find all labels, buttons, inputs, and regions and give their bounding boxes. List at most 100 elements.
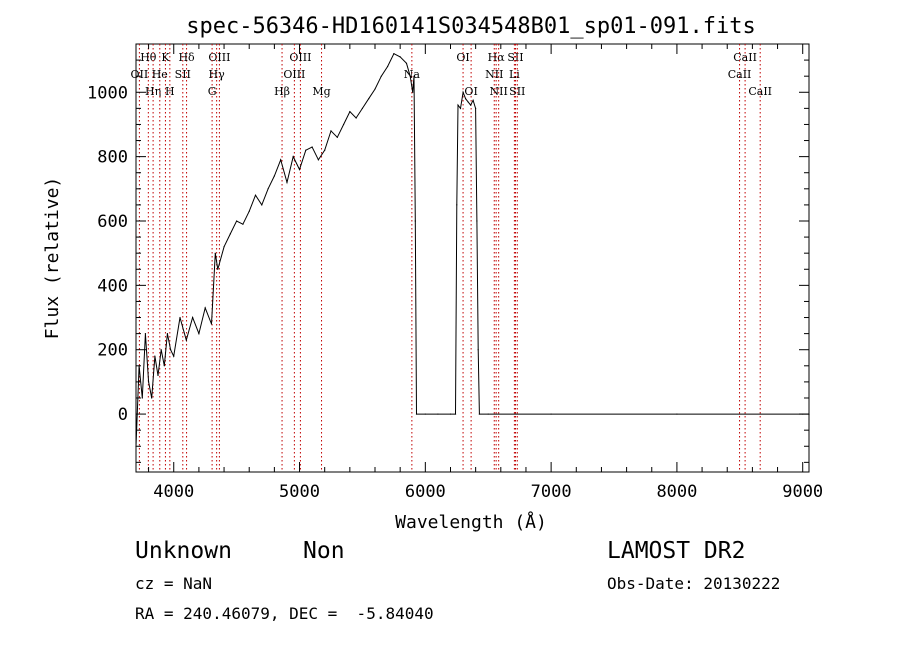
data-point-0-7 <box>157 374 159 377</box>
y-tick-label-2: 400 <box>97 276 128 296</box>
spectrum-line-0 <box>135 53 809 447</box>
data-point-0-27 <box>261 204 263 206</box>
data-point-0-46 <box>380 75 382 77</box>
y-tick-label-3: 600 <box>97 212 128 232</box>
data-point-0-33 <box>298 168 301 171</box>
data-point-0-2 <box>141 397 143 399</box>
survey-name: LAMOST DR2 <box>607 538 746 564</box>
data-point-0-67 <box>472 99 474 101</box>
data-point-0-61 <box>457 104 459 106</box>
data-point-0-21 <box>223 246 225 248</box>
line-marker-label-5: H <box>165 85 175 98</box>
data-point-0-56 <box>424 413 426 415</box>
data-point-0-36 <box>317 159 320 161</box>
data-point-0-50 <box>405 62 408 64</box>
data-point-0-4 <box>147 381 150 383</box>
data-point-0-37 <box>324 149 326 151</box>
x-tick-label-4: 8000 <box>656 482 697 502</box>
data-point-0-43 <box>361 107 364 109</box>
x-tick-label-2: 6000 <box>405 482 446 502</box>
x-tick-label-0: 4000 <box>153 482 194 502</box>
data-point-0-40 <box>342 123 345 126</box>
line-marker-label-25: CaII <box>728 68 752 81</box>
line-marker-label-15: Na <box>404 68 421 81</box>
data-point-0-74 <box>676 413 678 415</box>
line-marker-label-23: SII <box>509 85 525 98</box>
data-point-0-18 <box>210 323 213 325</box>
data-point-0-26 <box>254 194 257 196</box>
data-point-0-5 <box>151 397 153 399</box>
line-marker-label-21: SII <box>507 51 523 64</box>
data-point-0-11 <box>169 349 172 351</box>
line-marker-label-3: K <box>161 51 170 64</box>
data-point-0-64 <box>464 98 467 100</box>
data-point-0-53 <box>413 75 415 77</box>
line-marker-label-9: Hγ <box>209 68 226 81</box>
data-point-0-25 <box>248 210 250 212</box>
data-point-0-12 <box>173 355 175 357</box>
data-point-0-54 <box>414 220 416 222</box>
y-tick-label-1: 200 <box>97 341 128 361</box>
line-marker-label-14: Mg <box>312 85 330 98</box>
data-point-0-29 <box>273 175 275 177</box>
line-marker-label-16: OI <box>456 51 469 64</box>
data-point-0-45 <box>374 88 376 90</box>
data-point-0-70 <box>477 349 479 351</box>
data-point-0-72 <box>487 413 489 415</box>
data-point-0-65 <box>467 101 469 103</box>
data-point-0-44 <box>368 98 370 100</box>
data-point-0-48 <box>393 53 395 55</box>
data-point-0-66 <box>470 104 472 106</box>
data-point-0-60 <box>456 204 458 206</box>
data-point-0-13 <box>179 316 181 319</box>
data-point-0-71 <box>478 413 481 415</box>
data-point-0-52 <box>412 91 414 93</box>
line-marker-label-11: Hβ <box>274 85 290 98</box>
x-tick-label-1: 5000 <box>279 482 320 502</box>
data-point-0-59 <box>454 413 457 415</box>
y-tick-label-4: 800 <box>97 148 128 168</box>
line-marker-label-2: Hη <box>145 85 161 98</box>
line-marker-label-8: OIII <box>208 51 230 64</box>
line-marker-label-18: Hα <box>488 51 506 64</box>
data-point-0-55 <box>415 413 418 415</box>
line-marker-label-26: CaII <box>748 85 772 98</box>
coordinates: RA = 240.46079, DEC = -5.84040 <box>135 604 434 623</box>
y-tick-label-5: 1000 <box>87 83 128 103</box>
data-point-0-20 <box>217 268 219 270</box>
data-point-0-6 <box>154 355 156 357</box>
x-axis: 4000 5000 6000 7000 8000 9000 <box>148 44 823 502</box>
x-tick-label-5: 9000 <box>782 482 823 502</box>
line-marker-label-22: Li <box>509 68 520 81</box>
data-point-0-28 <box>267 188 269 190</box>
line-marker-label-10: G <box>208 85 217 98</box>
data-point-0-69 <box>476 220 478 222</box>
data-point-0-41 <box>349 110 351 113</box>
y-axis: 0 200 400 600 800 1000 <box>87 59 809 463</box>
data-point-0-8 <box>160 349 162 351</box>
data-point-0-19 <box>214 252 216 254</box>
data-point-0-35 <box>311 146 313 148</box>
data-point-0-31 <box>286 181 288 183</box>
plot-frame <box>135 43 810 473</box>
data-point-0-15 <box>192 316 194 319</box>
obs-date: Obs-Date: 20130222 <box>607 574 781 593</box>
data-point-0-58 <box>449 413 452 415</box>
line-marker-label-4: He <box>152 68 168 81</box>
series-layer <box>135 53 810 447</box>
data-point-0-63 <box>462 91 464 93</box>
data-point-0-10 <box>166 333 169 335</box>
line-marker-label-20: NII <box>490 85 508 98</box>
data-point-0-32 <box>292 156 294 158</box>
line-marker-label-24: CaII <box>733 51 757 64</box>
data-point-0-38 <box>330 130 332 132</box>
data-point-0-3 <box>144 333 147 335</box>
line-marker-label-6: Hδ <box>178 51 195 64</box>
data-point-0-23 <box>236 220 238 222</box>
y-axis-label: Flux (relative) <box>42 177 63 340</box>
data-point-0-57 <box>437 413 439 415</box>
data-point-0-22 <box>229 233 231 235</box>
data-point-0-68 <box>475 107 477 109</box>
data-point-0-62 <box>459 107 462 109</box>
line-markers: Hθ OII Hη K He H Hδ SII OIII Hγ G Hβ OIII OIII Mg Na OI O… <box>131 44 772 472</box>
